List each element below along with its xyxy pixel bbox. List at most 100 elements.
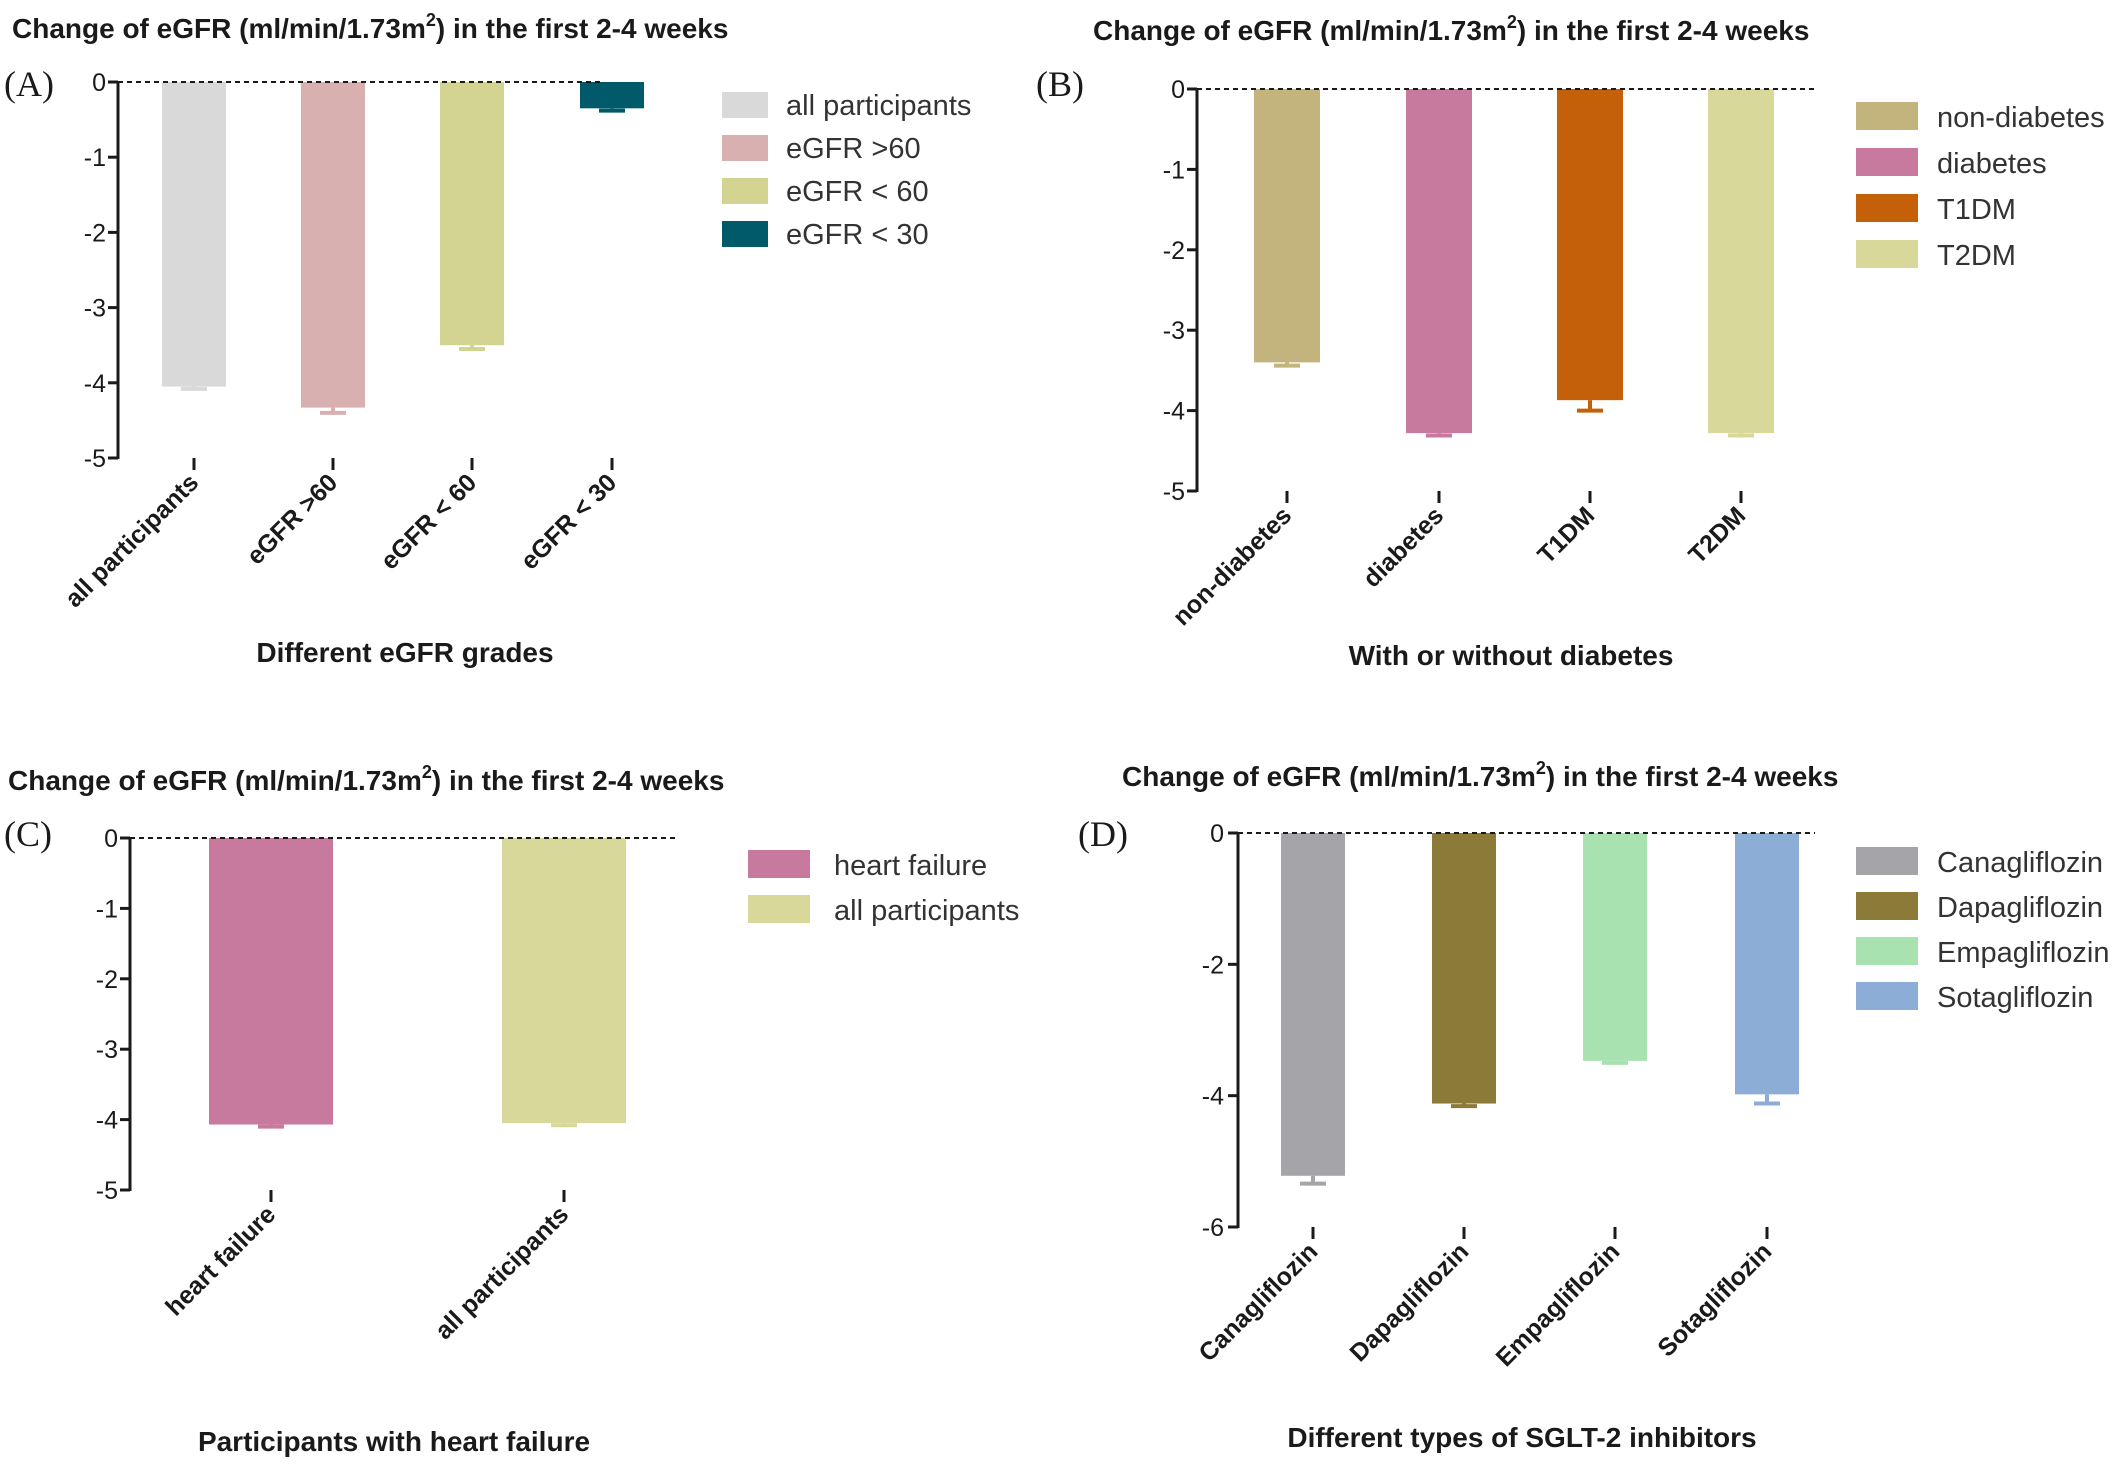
- chart-title-tail: ) in the first 2-4 weeks: [436, 13, 729, 44]
- y-tick-label: -5: [84, 445, 106, 473]
- chart-title-tail: ) in the first 2-4 weeks: [1546, 761, 1839, 792]
- x-category-label: diabetes: [1358, 501, 1450, 593]
- x-category-label: eGFR >60: [241, 468, 343, 570]
- bar-egfr-60: [440, 82, 504, 346]
- legend: Canagliflozin Dapagliflozin Empagliflozin S…: [1856, 847, 2109, 1014]
- bar-all-participants: [162, 82, 226, 387]
- x-category-label: T1DM: [1532, 501, 1600, 569]
- y-tick-label: -2: [96, 966, 118, 994]
- legend-label-egfr-60: eGFR >60: [786, 133, 921, 165]
- legend-label-t2dm: T2DM: [1937, 240, 2016, 272]
- chart-title-tail: ) in the first 2-4 weeks: [432, 765, 725, 796]
- y-tick-label: 0: [1210, 820, 1224, 848]
- y-tick-label: 0: [104, 825, 118, 853]
- legend-label-all-participants: all participants: [834, 895, 1019, 927]
- chart-title-superscript: 2: [1536, 758, 1546, 778]
- chart-title-main: Change of eGFR (ml/min/1.73m: [8, 765, 422, 796]
- x-axis-title: Different eGFR grades: [256, 637, 553, 668]
- bar-diabetes: [1406, 89, 1472, 434]
- y-tick-label: -1: [84, 144, 106, 172]
- x-axis-title: Participants with heart failure: [198, 1426, 590, 1457]
- chart-panel-a: Change of eGFR (ml/min/1.73m2) in the fi…: [4, 10, 971, 668]
- chart-title-superscript: 2: [422, 762, 432, 782]
- legend-swatch-t1dm: [1856, 194, 1918, 222]
- chart-title-main: Change of eGFR (ml/min/1.73m: [12, 13, 426, 44]
- y-tick-label: -1: [96, 895, 118, 923]
- legend-label-egfr-30: eGFR < 30: [786, 219, 929, 251]
- legend-swatch-egfr-60: [722, 178, 768, 204]
- chart-title: Change of eGFR (ml/min/1.73m2) in the fi…: [8, 762, 724, 796]
- legend-swatch-empagliflozin: [1856, 937, 1918, 965]
- panel-letter: (C): [4, 814, 52, 854]
- x-category-label: all participants: [430, 1200, 575, 1345]
- y-tick-label: -6: [1202, 1214, 1224, 1242]
- x-category-label: eGFR < 60: [375, 468, 482, 575]
- legend-swatch-egfr-30: [722, 221, 768, 247]
- y-tick-label: -2: [84, 219, 106, 247]
- legend: non-diabetes diabetes T1DM T2DM: [1856, 102, 2105, 272]
- chart-panel-c: Change of eGFR (ml/min/1.73m2) in the fi…: [4, 762, 1019, 1457]
- y-tick-label: -5: [1163, 478, 1185, 506]
- chart-title: Change of eGFR (ml/min/1.73m2) in the fi…: [1122, 758, 1838, 792]
- x-category-label: heart failure: [160, 1200, 281, 1321]
- y-tick-label: -4: [1202, 1083, 1224, 1111]
- y-tick-label: -3: [84, 295, 106, 323]
- x-axis-title: Different types of SGLT-2 inhibitors: [1287, 1422, 1756, 1453]
- chart-title-main: Change of eGFR (ml/min/1.73m: [1122, 761, 1536, 792]
- legend-swatch-all-participants: [722, 92, 768, 118]
- y-tick-label: -2: [1163, 237, 1185, 265]
- x-category-label: eGFR < 30: [515, 468, 622, 575]
- x-category-label: T2DM: [1683, 501, 1751, 569]
- chart-title-tail: ) in the first 2-4 weeks: [1517, 15, 1810, 46]
- x-category-label: Sotagliflozin: [1652, 1237, 1777, 1362]
- bar-egfr-30: [580, 82, 644, 109]
- y-tick-label: -4: [84, 370, 106, 398]
- y-tick-label: -1: [1163, 156, 1185, 184]
- y-tick-label: -3: [96, 1036, 118, 1064]
- legend-swatch-all-participants: [748, 895, 810, 923]
- x-category-label: all participants: [60, 468, 205, 613]
- legend-swatch-egfr-60: [722, 135, 768, 161]
- y-tick-label: -3: [1163, 317, 1185, 345]
- y-tick-label: 0: [1171, 76, 1185, 104]
- legend-swatch-dapagliflozin: [1856, 892, 1918, 920]
- bar-empagliflozin: [1583, 833, 1647, 1061]
- bar-heart-failure: [209, 838, 333, 1125]
- chart-panel-d: Change of eGFR (ml/min/1.73m2) in the fi…: [1078, 758, 2109, 1453]
- bar-t1dm: [1557, 89, 1623, 401]
- x-category-label: Dapagliflozin: [1344, 1237, 1474, 1367]
- legend-label-heart-failure: heart failure: [834, 850, 987, 882]
- legend-swatch-non-diabetes: [1856, 102, 1918, 130]
- chart-title: Change of eGFR (ml/min/1.73m2) in the fi…: [12, 10, 728, 44]
- legend-swatch-canagliflozin: [1856, 847, 1918, 875]
- legend-swatch-t2dm: [1856, 240, 1918, 268]
- legend-label-egfr-60: eGFR < 60: [786, 176, 929, 208]
- chart-title-superscript: 2: [426, 10, 436, 30]
- bar-dapagliflozin: [1432, 833, 1496, 1104]
- chart-panel-b: Change of eGFR (ml/min/1.73m2) in the fi…: [1036, 12, 2105, 671]
- legend: all participants eGFR >60 eGFR < 60 eGFR < …: [722, 90, 971, 251]
- x-category-label: Empagliflozin: [1491, 1237, 1626, 1372]
- legend-label-all-participants: all participants: [786, 90, 971, 122]
- legend: heart failure all participants: [748, 850, 1019, 927]
- legend-swatch-heart-failure: [748, 850, 810, 878]
- bar-all-participants: [502, 838, 626, 1124]
- bar-t2dm: [1708, 89, 1774, 434]
- panel-letter: (D): [1078, 814, 1128, 854]
- chart-title: Change of eGFR (ml/min/1.73m2) in the fi…: [1093, 12, 1809, 46]
- legend-swatch-diabetes: [1856, 148, 1918, 176]
- bar-non-diabetes: [1254, 89, 1320, 363]
- bar-sotagliflozin: [1735, 833, 1799, 1095]
- legend-label-sotagliflozin: Sotagliflozin: [1937, 982, 2093, 1014]
- legend-label-canagliflozin: Canagliflozin: [1937, 847, 2103, 879]
- legend-label-diabetes: diabetes: [1937, 148, 2047, 180]
- panel-letter: (A): [4, 64, 54, 104]
- y-tick-label: -4: [96, 1107, 118, 1135]
- legend-label-t1dm: T1DM: [1937, 194, 2016, 226]
- chart-title-main: Change of eGFR (ml/min/1.73m: [1093, 15, 1507, 46]
- panel-letter: (B): [1036, 64, 1084, 104]
- y-tick-label: 0: [92, 69, 106, 97]
- chart-title-superscript: 2: [1507, 12, 1517, 32]
- y-tick-label: -2: [1202, 951, 1224, 979]
